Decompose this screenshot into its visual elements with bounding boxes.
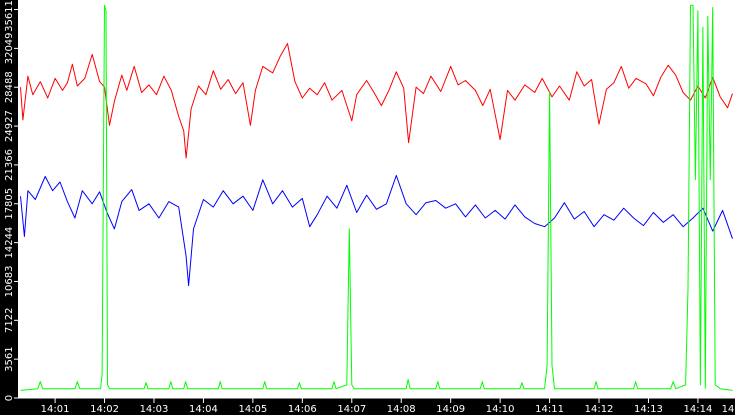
x-tick-label: 14:07 — [337, 404, 366, 415]
x-tick-label: 14:08 — [387, 404, 416, 415]
y-tick-label: 35611 — [4, 0, 15, 32]
x-tick-label: 14:04 — [189, 404, 218, 415]
y-tick-label: 3561 — [4, 346, 15, 371]
x-tick-label: 14:02 — [90, 404, 119, 415]
y-tick-label: 0 — [4, 395, 15, 401]
y-axis-band — [0, 0, 18, 415]
x-axis-ticks: 14:01 14:02 14:03 14:04 14:05 14:06 14:07 14:08… — [41, 398, 735, 415]
x-tick-label: 14:14 — [683, 404, 712, 415]
y-tick-label: 7122 — [4, 308, 15, 333]
y-axis-ticks: 0 3561 7122 10683 14244 17805 21366 24927 28488 3… — [4, 0, 18, 401]
x-tick-label: 14:11 — [535, 404, 564, 415]
y-tick-label: 10683 — [4, 266, 15, 298]
x-tick-label: 14:06 — [288, 404, 317, 415]
y-tick-label: 32049 — [4, 32, 15, 64]
y-tick-label: 17805 — [4, 188, 15, 220]
y-tick-label: 21366 — [4, 149, 15, 181]
series-line-1 — [20, 43, 733, 159]
y-tick-label: 24927 — [4, 110, 15, 142]
x-tick-label: 14:05 — [238, 404, 267, 415]
x-tick-label: 14:03 — [140, 404, 169, 415]
series-line-2 — [20, 175, 733, 287]
x-tick-label: 14:13 — [634, 404, 663, 415]
x-axis-band — [0, 398, 735, 415]
x-tick-label: 14:01 — [41, 404, 70, 415]
x-tick-label: 14:10 — [486, 404, 515, 415]
x-tick-label: 14:09 — [436, 404, 465, 415]
y-tick-label: 14244 — [4, 227, 15, 259]
series-layer — [20, 4, 733, 391]
y-tick-label: 28488 — [4, 71, 15, 103]
series-line-3 — [20, 4, 733, 391]
x-tick-label: 14 — [722, 404, 735, 415]
x-tick-label: 14:12 — [585, 404, 614, 415]
